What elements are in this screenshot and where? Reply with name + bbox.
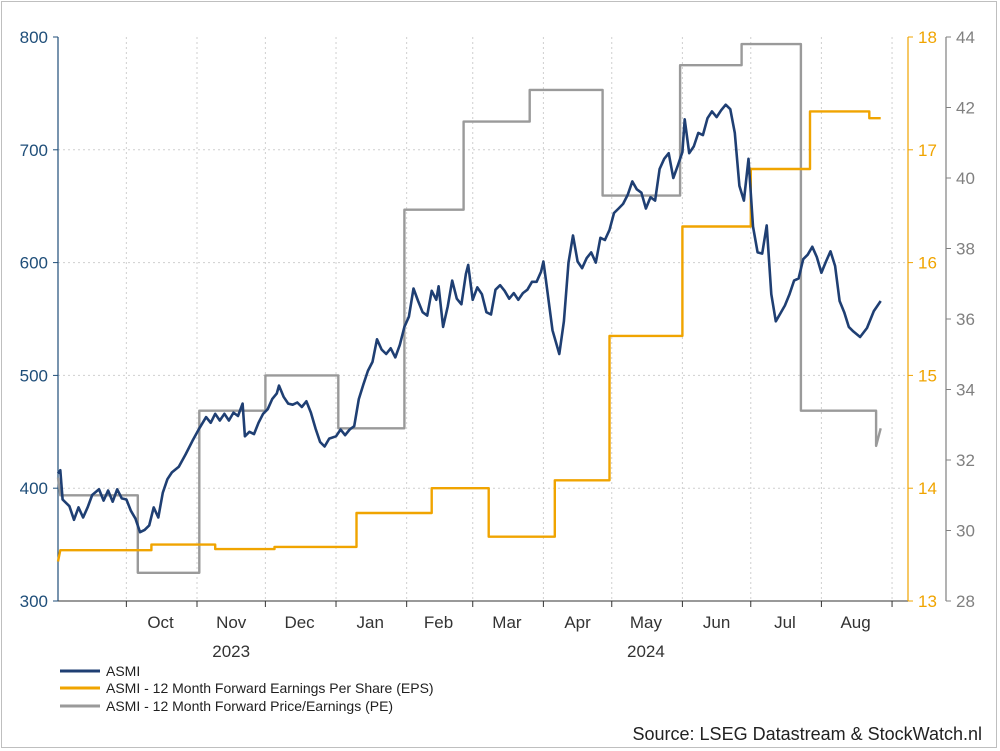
legend-label: ASMI - 12 Month Forward Price/Earnings (… [106,698,393,714]
x-axis-month-label: Apr [564,613,591,632]
x-axis-month-label: Mar [492,613,522,632]
x-axis-year-label: 2023 [212,642,250,661]
x-axis-month-label: May [630,613,663,632]
eps-axis-tick-label: 17 [918,141,937,160]
eps-axis-tick-label: 15 [918,366,937,385]
pe-axis-tick-label: 30 [956,522,975,541]
legend-label: ASMI [106,663,140,679]
pe-axis-tick-label: 36 [956,310,975,329]
pe-axis-tick-label: 38 [956,240,975,259]
source-note: Source: LSEG Datastream & StockWatch.nl [632,724,982,744]
eps-axis-tick-label: 18 [918,28,937,47]
legend-label: ASMI - 12 Month Forward Earnings Per Sha… [106,680,434,696]
left-axis-tick-label: 800 [20,28,48,47]
x-axis-year-label: 2024 [627,642,665,661]
x-axis-month-label: Aug [840,613,870,632]
eps-axis-tick-label: 13 [918,592,937,611]
left-axis-tick-label: 300 [20,592,48,611]
left-axis-tick-label: 500 [20,366,48,385]
x-axis-month-label: Oct [147,613,174,632]
eps-axis-tick-label: 14 [918,479,937,498]
series-line-0 [56,103,882,534]
left-axis-tick-label: 400 [20,479,48,498]
pe-axis-tick-label: 42 [956,99,975,118]
x-axis-month-label: Dec [284,613,315,632]
x-axis-month-label: Jul [774,613,796,632]
series-line-2 [56,42,882,574]
pe-axis-tick-label: 28 [956,592,975,611]
x-axis-month-label: Nov [216,613,247,632]
eps-axis-tick-label: 16 [918,254,937,273]
left-axis-tick-label: 700 [20,141,48,160]
pe-axis-tick-label: 40 [956,169,975,188]
left-axis-tick-label: 600 [20,254,48,273]
series-line-1 [56,110,881,562]
x-axis-month-label: Feb [424,613,453,632]
pe-axis-tick-label: 34 [956,381,975,400]
pe-axis-tick-label: 32 [956,451,975,470]
x-axis-month-label: Jan [356,613,383,632]
pe-axis-tick-label: 44 [956,28,975,47]
x-axis-month-label: Jun [703,613,730,632]
